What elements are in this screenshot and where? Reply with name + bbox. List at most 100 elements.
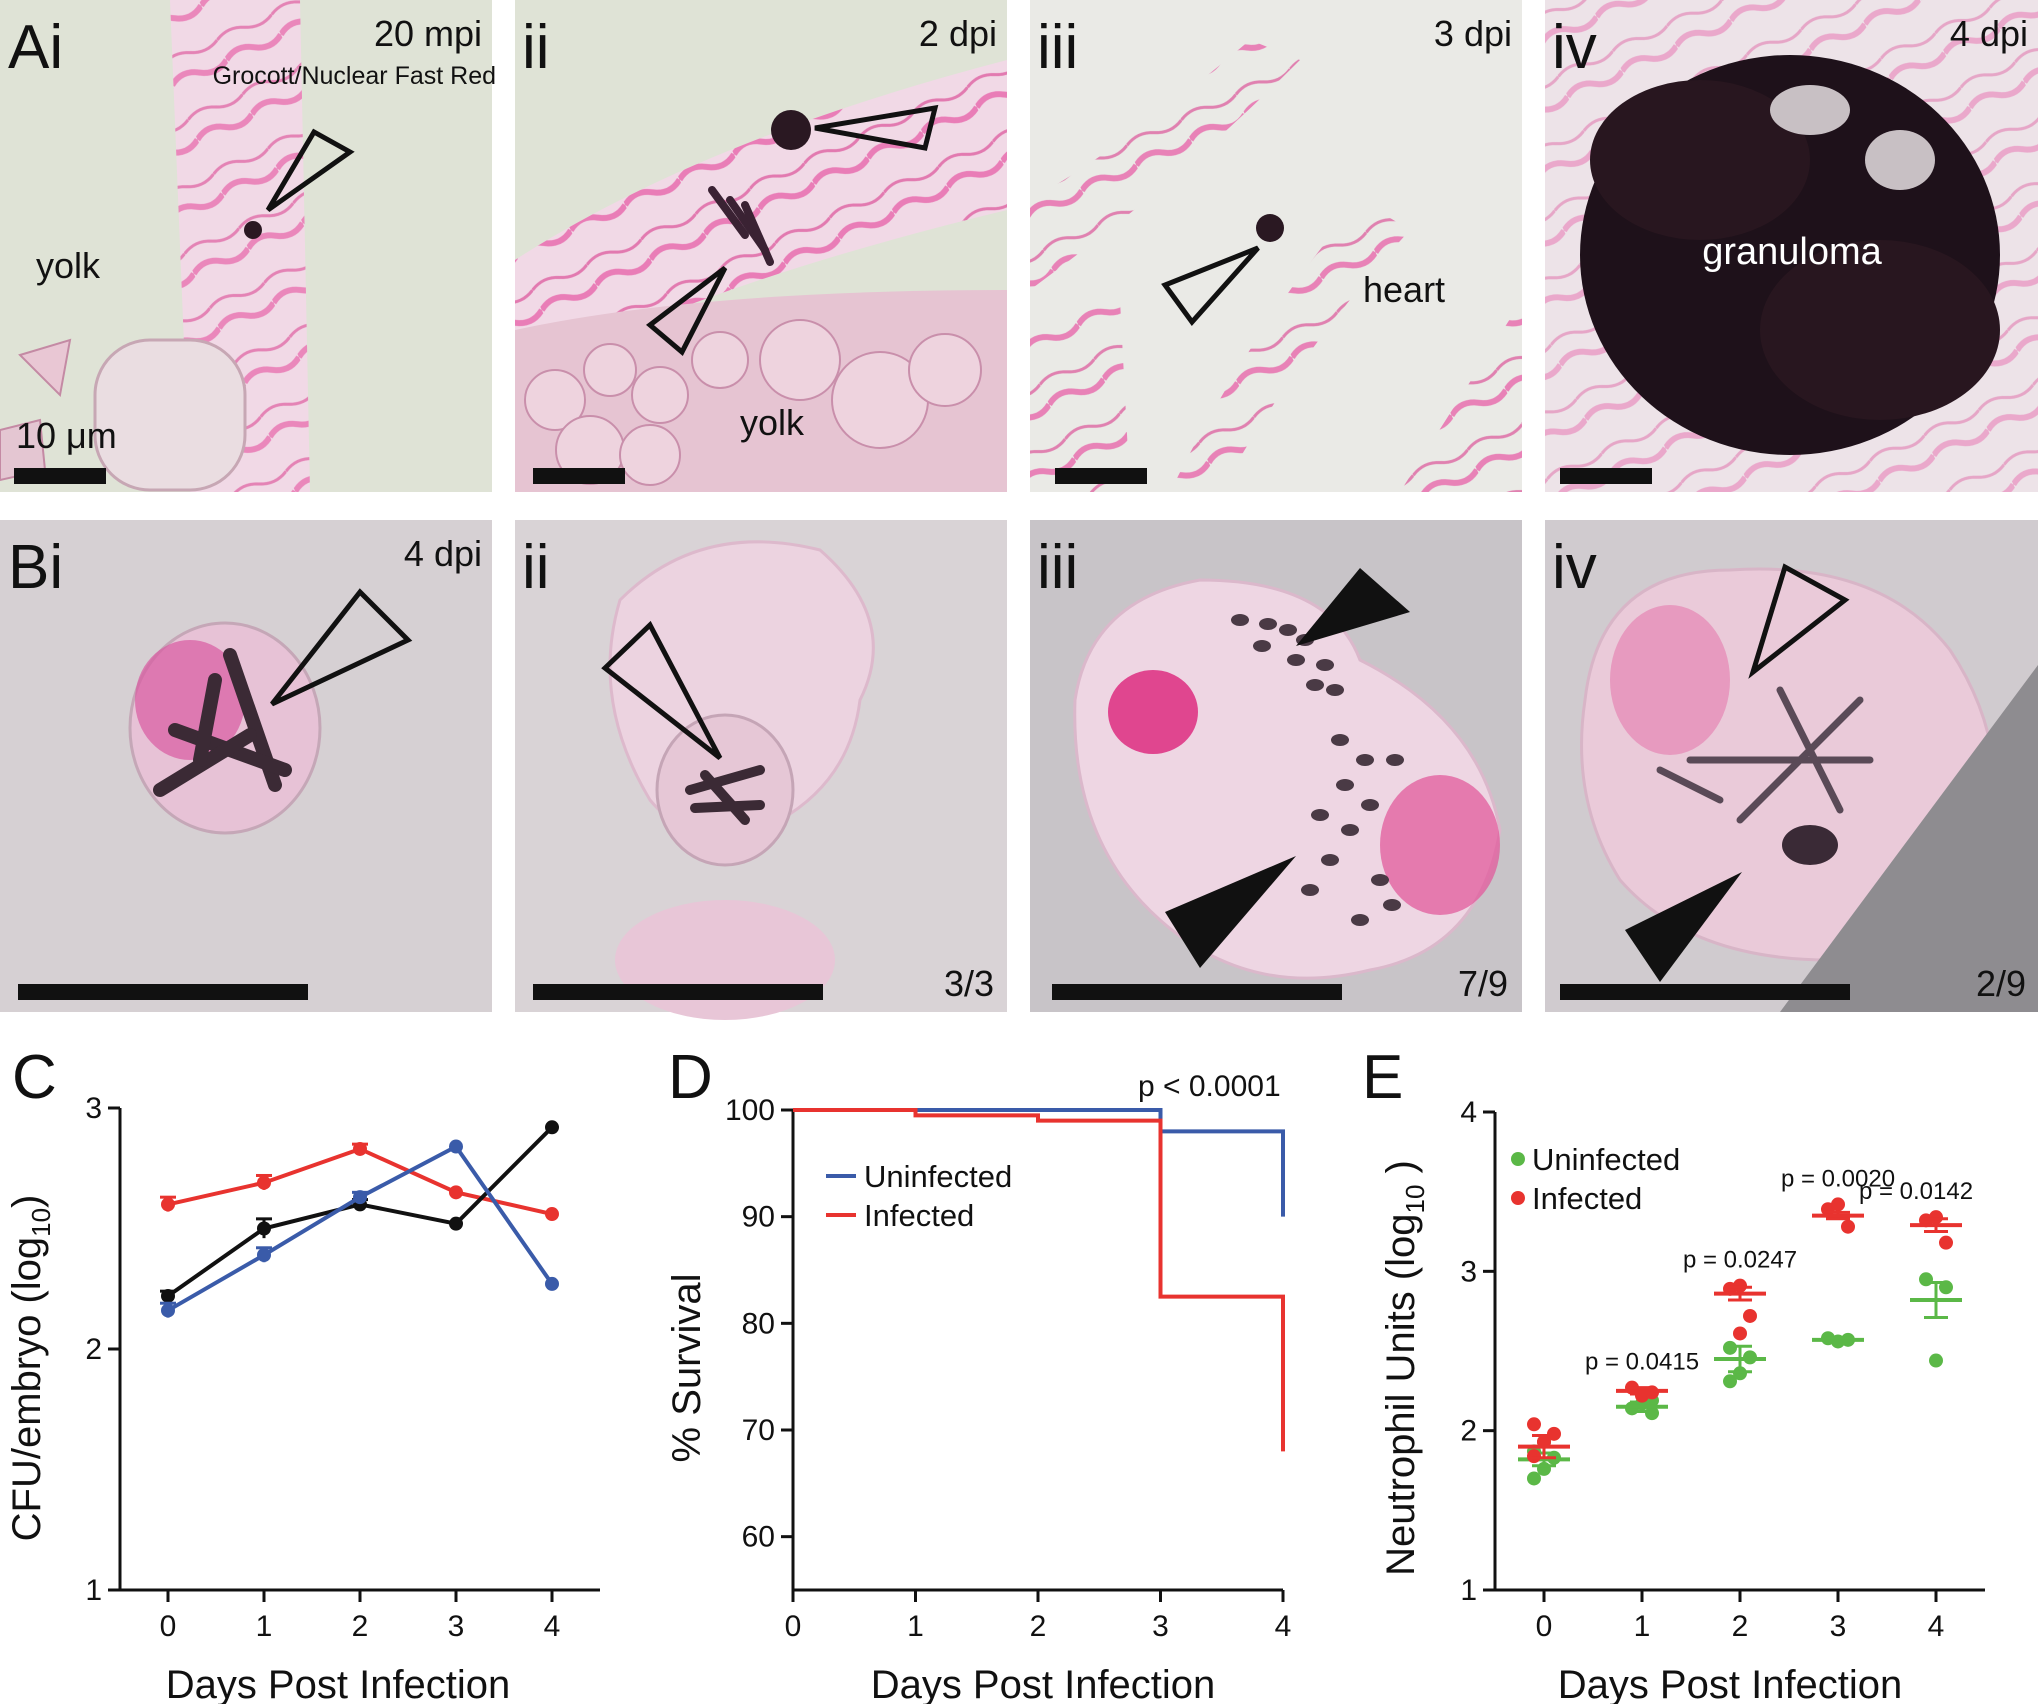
fraction-label: 3/3: [944, 963, 994, 1004]
grey-triangle: [1780, 665, 2038, 1012]
y-axis-title-end: ): [5, 1195, 49, 1208]
scalebar: [1560, 468, 1652, 484]
panel-label: iv: [1552, 533, 1597, 602]
data-point: [449, 1216, 463, 1231]
panel-label: D: [668, 1043, 713, 1112]
filled-arrowhead: [1625, 872, 1742, 982]
panel-a-iv: iv 4 dpi granuloma: [1545, 0, 2038, 492]
fungal-cell: [1256, 214, 1284, 242]
x-axis-title: Days Post Infection: [1558, 1663, 1903, 1704]
y-tick-label: 3: [85, 1092, 102, 1125]
data-point: [161, 1197, 175, 1212]
panel-b-iv: iv 2/9: [1545, 520, 2038, 1012]
scalebar: [533, 984, 823, 1000]
y-axis-title-main: CFU/embryo (log: [5, 1237, 49, 1542]
y-tick-label: 60: [742, 1521, 775, 1554]
fraction-label: 7/9: [1458, 963, 1508, 1004]
legend: Uninfected Infected: [1511, 1142, 1680, 1216]
x-tick-label: 4: [1275, 1610, 1292, 1643]
x-tick-label: 4: [544, 1610, 561, 1643]
annotation-yolk: yolk: [36, 245, 101, 286]
fungal-hyphae: [153, 648, 292, 797]
x-tick-label: 0: [1536, 1610, 1553, 1643]
data-point: [257, 1248, 271, 1263]
scalebar: [533, 468, 625, 484]
scalebar: [1055, 468, 1147, 484]
fungal-hyphae: [708, 186, 774, 266]
chart-c: C 1 2 3 0 1 2 3 4 Days Post Infection CFU/embry…: [5, 1043, 600, 1704]
x-tick-label: 3: [1830, 1610, 1847, 1643]
conidia-cluster: [1231, 614, 1404, 926]
panel-label: E: [1362, 1043, 1403, 1112]
filled-arrowhead: [1165, 856, 1296, 968]
data-point: [161, 1303, 175, 1318]
x-tick-label: 1: [907, 1610, 924, 1643]
data-point: [1547, 1426, 1561, 1441]
data-point: [161, 1288, 175, 1303]
y-tick-label: 2: [85, 1333, 102, 1366]
scalebar: [14, 468, 106, 484]
data-point: [257, 1221, 271, 1236]
y-axis-title-sub: 10: [1400, 1185, 1430, 1214]
y-tick-label: 70: [742, 1414, 775, 1447]
annotation-granuloma: granuloma: [1702, 231, 1882, 273]
y-axis-title-main: Neutrophil Units (log: [1379, 1213, 1423, 1575]
row-b: Bi 4 dpi ii 3/3: [0, 520, 2038, 1020]
yolk-globule: [93, 338, 247, 492]
open-arrowhead: [1161, 245, 1260, 326]
open-arrowhead: [646, 266, 728, 356]
x-tick-label: 4: [1928, 1610, 1945, 1643]
legend-swatch-infected: [1511, 1191, 1525, 1205]
data-point: [257, 1175, 271, 1190]
legend-label-uninfected: Uninfected: [1532, 1142, 1680, 1177]
y-tick-label: 2: [1460, 1415, 1477, 1448]
scalebar: [18, 984, 308, 1000]
data-point: [353, 1141, 367, 1156]
survival-curve: [793, 1108, 1285, 1452]
panel-label: iv: [1552, 13, 1597, 82]
tissue-band: [1030, 40, 1300, 290]
data-point: [353, 1190, 367, 1205]
panel-label: Ai: [8, 13, 63, 82]
granuloma: [1580, 55, 2000, 455]
open-arrowhead: [270, 588, 413, 707]
yolk-globules: [524, 319, 982, 486]
y-axis-title: % Survival: [665, 1274, 709, 1463]
open-arrowhead: [265, 128, 355, 213]
panel-b-iii: iii 7/9: [1030, 520, 1522, 1012]
chart-d: D 60 70 80 90 100 0 1 2 3 4 p < 0.0001 Uninfected…: [665, 1043, 1291, 1704]
legend-swatch-uninfected: [1511, 1152, 1525, 1166]
data-point: [1743, 1308, 1757, 1323]
x-tick-label: 3: [1152, 1610, 1169, 1643]
data-point: [545, 1120, 559, 1135]
y-tick-label: 1: [85, 1574, 102, 1607]
series-group: [793, 1108, 1285, 1452]
fungal-cell: [771, 110, 811, 150]
x-tick-label: 0: [785, 1610, 802, 1643]
panel-label: ii: [522, 533, 550, 602]
corner-label: 4 dpi: [404, 533, 482, 574]
row-a: Ai 20 mpi Grocott/Nuclear Fast Red yolk …: [0, 0, 2038, 492]
data-point: [449, 1139, 463, 1154]
tissue-fibers: [515, 60, 1007, 340]
scalebar-label: 10 μm: [16, 415, 117, 456]
y-axis-title-end: ): [1379, 1160, 1423, 1184]
y-tick-label: 80: [742, 1307, 775, 1340]
data-point: [1919, 1272, 1933, 1287]
fungal-hyphae: [1656, 686, 1874, 824]
open-arrowhead: [1748, 563, 1850, 679]
panel-a-iii: iii 3 dpi heart: [1030, 0, 1522, 492]
fungal-cell: [244, 221, 262, 239]
corner-label: 3 dpi: [1434, 13, 1512, 54]
series-group: [160, 1120, 559, 1318]
y-tick-label: 3: [1460, 1255, 1477, 1288]
fungal-hyphae: [685, 765, 765, 825]
fraction-label: 2/9: [1976, 963, 2026, 1004]
data-point: [1527, 1471, 1541, 1486]
stain-label: Grocott/Nuclear Fast Red: [213, 62, 496, 90]
y-tick-label: 4: [1460, 1096, 1477, 1129]
annotation-yolk: yolk: [740, 402, 805, 443]
data-point: [1723, 1340, 1737, 1355]
